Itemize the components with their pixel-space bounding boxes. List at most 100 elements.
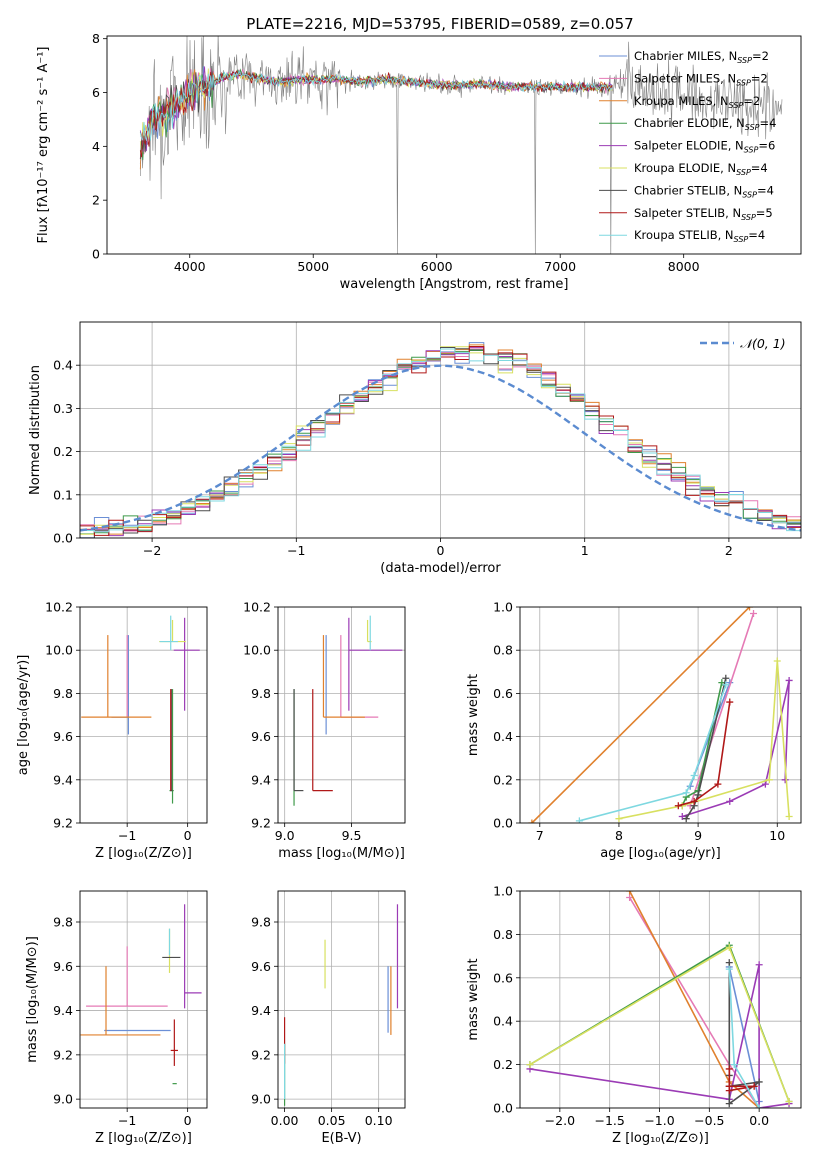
weight-point-marker — [785, 676, 793, 684]
legend-label: Salpeter ELODIE, NSSP=6 — [634, 139, 775, 155]
weight-point-marker — [781, 776, 789, 784]
weight-point-marker — [750, 609, 758, 617]
weight-point-marker — [722, 674, 730, 682]
x-tick-label: 2 — [725, 543, 733, 558]
weight-point-marker — [725, 1100, 733, 1108]
x-tick-label: 0.10 — [365, 1113, 393, 1128]
weight-point-marker — [694, 791, 702, 799]
weight-point-marker — [722, 681, 730, 689]
axes-frame — [519, 606, 802, 824]
x-tick-label: −1 — [118, 1113, 136, 1128]
legend-nssp: =6 — [758, 139, 775, 153]
weight-point-marker — [755, 961, 763, 969]
y-tick-label: 9.4 — [251, 772, 271, 787]
legend-nssp: =5 — [756, 206, 773, 220]
y-tick-label: 9.2 — [251, 816, 271, 831]
x-tick-label: 6000 — [421, 259, 453, 274]
y-tick-label: 9.2 — [53, 1047, 73, 1062]
legend-subscript: SSP — [729, 101, 744, 110]
legend-nssp: =2 — [751, 71, 768, 85]
axes-frame — [106, 35, 802, 255]
y-tick-label: 8 — [92, 31, 100, 46]
y-tick-label: 2 — [92, 193, 100, 208]
axes-age-vs-mass: 9.0 9.5 9.2 9.4 9.6 9.8 10.0 10.2 mass [log₁₀(M/… — [243, 600, 406, 861]
y-tick-label: 9.8 — [251, 686, 271, 701]
y-tick-label: 9.8 — [53, 686, 73, 701]
weight-point-marker — [726, 698, 734, 706]
plot-area-mass-vs-z — [80, 891, 207, 1108]
y-tick-label: 10.0 — [45, 643, 73, 658]
axes-frame — [79, 321, 802, 539]
legend-nssp: =4 — [751, 161, 768, 175]
x-tick-label: −2 — [143, 543, 161, 558]
y-axis-label: mass weight — [466, 958, 481, 1040]
weight-point-marker — [626, 894, 634, 902]
weight-point-marker — [785, 1097, 793, 1105]
y-tick-label: 9.0 — [251, 1092, 271, 1107]
y-tick-label: 0.0 — [493, 1101, 513, 1116]
plot-area-age-vs-mass — [278, 607, 405, 823]
weight-point-marker — [773, 657, 781, 665]
legend-label: Salpeter STELIB, NSSP=5 — [634, 206, 773, 222]
y-tick-label: 0.2 — [53, 444, 73, 459]
x-axis-label: Z [log₁₀(Z/Z⊙)] — [95, 846, 192, 861]
weight-point-marker — [726, 797, 734, 805]
weight-point-marker — [765, 776, 773, 784]
x-tick-label: 10 — [769, 828, 785, 843]
x-axis-label: Z [log₁₀(Z/Z⊙)] — [612, 1131, 709, 1146]
x-tick-label: 7 — [536, 828, 544, 843]
x-tick-label: 0.0 — [749, 1113, 769, 1128]
axes-mass-vs-ebv: 0.00 0.05 0.10 9.0 9.2 9.4 9.6 9.8 E(B-V) — [251, 890, 406, 1146]
axes-weight-vs-age: 7 8 9 10 0.0 0.2 0.4 0.6 0.8 1.0 age [log₁₀(age/yr… — [466, 600, 802, 861]
legend-nssp: =4 — [760, 116, 777, 130]
x-tick-label: −1 — [118, 828, 136, 843]
weight-point-marker — [725, 943, 733, 951]
plot-area-spectrum — [139, 36, 783, 254]
x-tick-label: 0 — [184, 828, 192, 843]
x-tick-label: 1 — [581, 543, 589, 558]
weight-point-marker — [615, 815, 623, 823]
x-axis-label: mass [log₁₀(M/M⊙)] — [278, 846, 405, 861]
axes-frame — [79, 606, 208, 824]
weight-series-line — [678, 701, 731, 807]
weight-point-marker — [690, 771, 698, 779]
legend-model-name: Chabrier ELODIE, N — [634, 116, 745, 130]
weight-series-line — [531, 607, 751, 823]
y-axis-label: Normed distribution — [28, 365, 43, 495]
weight-point-marker — [750, 1082, 758, 1090]
weight-point-marker — [725, 1082, 733, 1090]
axes-mass-vs-z: −1 0 9.0 9.2 9.4 9.6 9.8 Z [log₁₀(Z/Z⊙)] mass [l… — [25, 890, 208, 1146]
plot-area-age-vs-z — [80, 607, 207, 823]
legend-subscript: SSP — [745, 123, 760, 132]
x-tick-label: 0 — [184, 1113, 192, 1128]
legend-subscript: SSP — [734, 235, 749, 244]
y-tick-label: 0.4 — [493, 729, 513, 744]
legend-subscript: SSP — [737, 56, 752, 65]
axes-frame — [277, 606, 406, 824]
legend-subscript: SSP — [736, 168, 751, 177]
x-axis-label: (data-model)/error — [380, 561, 501, 576]
axes-frame — [277, 890, 406, 1109]
weight-point-marker — [682, 789, 690, 797]
y-tick-label: 0.8 — [493, 643, 513, 658]
weight-series-line — [681, 682, 723, 807]
legend-subscript: SSP — [744, 146, 759, 155]
y-tick-label: 0.6 — [493, 970, 513, 985]
y-tick-label: 0.3 — [53, 401, 73, 416]
weight-point-marker — [725, 1065, 733, 1073]
legend-label: Kroupa ELODIE, NSSP=4 — [634, 161, 768, 177]
legend-model-name: Chabrier MILES, N — [634, 49, 737, 63]
x-axis-label: Z [log₁₀(Z/Z⊙)] — [95, 1131, 192, 1146]
y-tick-label: 1.0 — [493, 884, 513, 899]
weight-point-marker — [626, 891, 634, 895]
legend-subscript: SSP — [736, 78, 751, 87]
y-tick-label: 0.2 — [493, 1057, 513, 1072]
legend-label: 𝒩(0, 1) — [740, 336, 786, 351]
weight-point-marker — [730, 1061, 738, 1069]
legend-label: Chabrier MILES, NSSP=2 — [634, 49, 769, 65]
x-tick-label: 0.00 — [271, 1113, 299, 1128]
plot-area-mass-vs-ebv — [278, 891, 405, 1108]
